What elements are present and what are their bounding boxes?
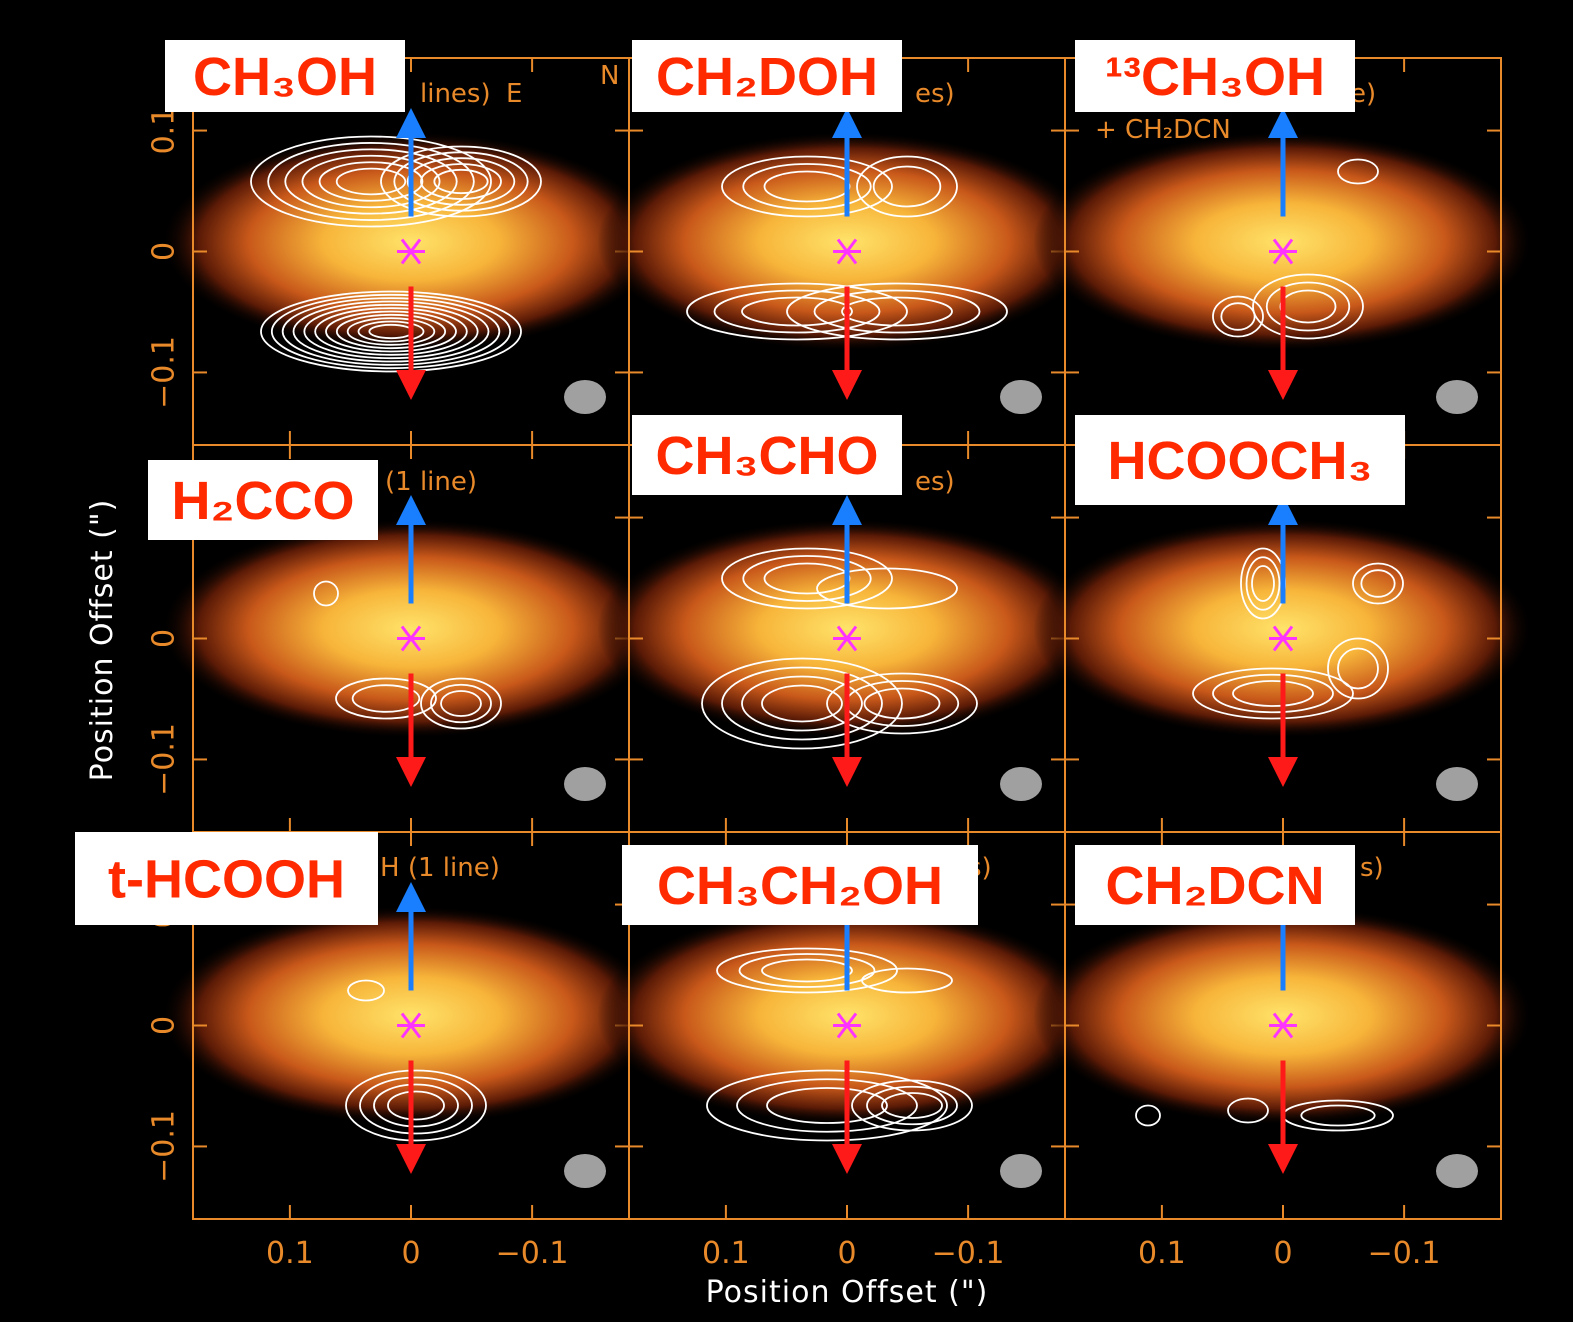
panel-note: es) (915, 467, 955, 497)
panel-note: s) (1360, 853, 1384, 883)
x-tick-label: 0 (1273, 1236, 1292, 1271)
molecule-label: t-HCOOH (108, 850, 345, 910)
x-tick-label: −0.1 (496, 1236, 569, 1271)
molecule-label: H₂CCO (172, 471, 355, 531)
y-tick-label: 0 (147, 629, 182, 648)
x-tick-label: 0.1 (266, 1236, 314, 1271)
x-axis-label: Position Offset (") (706, 1275, 989, 1310)
x-tick-label: 0 (401, 1236, 420, 1271)
panel-note: E (506, 79, 522, 109)
molecule-label: CH₃CHO (656, 426, 879, 486)
beam (564, 1154, 606, 1188)
panel-note: + CH₂DCN (1095, 115, 1231, 145)
beam (564, 380, 606, 414)
beam (1436, 1154, 1478, 1188)
panel-note: es) (915, 79, 955, 109)
beam (1436, 767, 1478, 801)
panel (597, 58, 1097, 445)
y-tick-label: 0 (147, 1016, 182, 1035)
y-tick-label: 0 (147, 242, 182, 261)
panel-note: lines) (420, 79, 491, 109)
y-tick-label: −0.1 (147, 1110, 182, 1183)
beam (1000, 1154, 1042, 1188)
molecule-label: HCOOCH₃ (1108, 431, 1373, 491)
molecule-label: CH₂DOH (656, 47, 878, 107)
molecule-label: CH₃OH (193, 47, 377, 107)
panel (161, 58, 661, 445)
panel-note: N (600, 61, 619, 91)
molecule-label: CH₃CH₂OH (657, 856, 943, 916)
y-axis-label: Position Offset (") (85, 499, 120, 782)
x-tick-label: −0.1 (932, 1236, 1005, 1271)
beam (1436, 380, 1478, 414)
y-tick-label: −0.1 (147, 723, 182, 796)
panel-note: H (1 line) (380, 853, 500, 883)
figure: Position Offset (") Position Offset (") … (0, 0, 1573, 1322)
molecule-label: CH₂DCN (1106, 856, 1325, 916)
y-tick-label: 0.1 (147, 107, 182, 155)
beam (564, 767, 606, 801)
x-tick-label: 0.1 (702, 1236, 750, 1271)
panel (597, 445, 1097, 832)
beam (1000, 380, 1042, 414)
x-tick-label: −0.1 (1368, 1236, 1441, 1271)
panel-note: (1 line) (385, 467, 477, 497)
x-tick-label: 0 (837, 1236, 856, 1271)
x-tick-label: 0.1 (1138, 1236, 1186, 1271)
beam (1000, 767, 1042, 801)
y-tick-label: −0.1 (147, 336, 182, 409)
molecule-label: ¹³CH₃OH (1105, 47, 1325, 107)
